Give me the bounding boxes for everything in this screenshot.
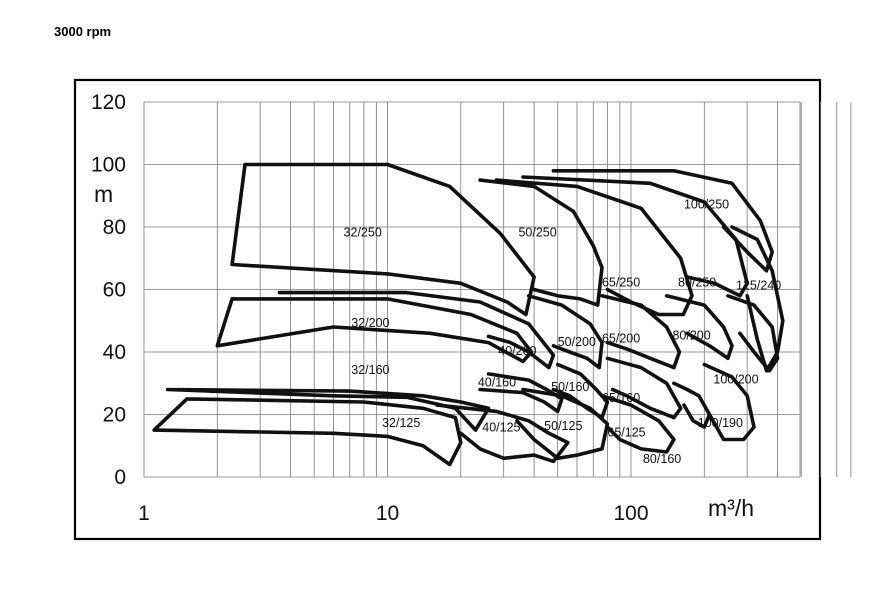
curve-labels: 32/250 32/200 32/160 32/125 40/200 40/160 40/1… [344,197,782,466]
curve-label: 80/160 [643,452,681,466]
chart-frame [73,78,822,541]
pump-curve-65-200 [600,293,682,370]
y-tick-label: 20 [103,404,126,427]
x-tick-label: 100 [613,502,648,525]
curve-label: 40/200 [498,344,536,358]
pump-curve-40-160 [478,372,564,414]
y-tick-label: 100 [91,154,126,177]
curve-label: 100/190 [698,416,743,430]
pump-curve-65-160 [605,356,683,420]
curve-label: 80/250 [678,275,716,289]
x-tick-label: 10 [376,502,399,525]
pump-curve-50-200 [526,293,604,370]
y-tick-label: 40 [103,341,126,364]
y-tick-label: 60 [103,279,126,302]
curve-label: 32/250 [344,225,382,239]
curve-label: 40/125 [482,421,520,435]
x-axis-label: m³/h [708,495,754,521]
y-axis-label: m [94,181,113,207]
speed-label: 3000 rpm [54,24,112,39]
curve-label: 65/125 [607,425,645,439]
pump-curve-40-125 [435,403,570,464]
pump-curve-100-250 [551,169,775,273]
y-tick-label: 120 [91,91,126,114]
y-tick-label: 80 [103,216,126,239]
grid [143,101,852,478]
pump-curve-65-125 [600,393,676,454]
curve-label: 50/200 [558,335,596,349]
curve-label: 50/125 [544,419,582,433]
curve-label: 65/250 [602,275,640,289]
pump-curve-100-190 [702,362,756,442]
pump-curve-80-250 [521,175,750,298]
y-tick-labels: 0 20 40 60 80 100 120 [91,91,126,489]
curve-label: 125/240 [736,279,781,293]
pump-curve-50-160 [551,362,610,420]
curve-label: 100/250 [684,197,729,211]
pump-curve-32-125 [152,397,463,467]
curve-label: 32/160 [351,363,389,377]
pump-curve-50-125 [515,387,610,461]
curve-label: 65/160 [602,391,640,405]
curve-label: 32/200 [351,316,389,330]
curve-label: 40/160 [478,375,516,389]
pump-curve-100-200 [726,293,780,373]
pump-curve-40-200 [277,290,556,370]
y-tick-label: 0 [114,466,126,489]
pump-curve-32-250 [230,162,536,317]
x-tick-labels: 1 10 100 [138,502,648,525]
curve-label: 100/200 [713,372,758,386]
pump-curves [152,162,785,467]
pump-curve-32-160 [165,387,491,432]
curve-label: 50/160 [551,380,589,394]
x-tick-label: 1 [138,502,150,525]
pump-curve-125-240 [730,225,785,373]
pump-curve-50-250 [478,178,604,307]
curve-label: 80/200 [672,329,710,343]
curve-label: 50/250 [518,225,556,239]
pump-curve-80-200 [664,293,734,361]
curve-label: 65/200 [602,332,640,346]
curve-label: 32/125 [382,416,420,430]
pump-curve-32-200 [215,297,534,364]
